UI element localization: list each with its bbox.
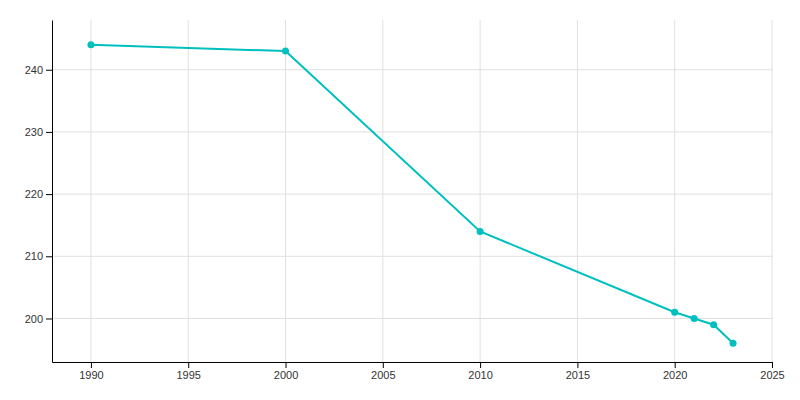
y-axis-line — [52, 21, 53, 363]
y-tick: 200 — [25, 312, 52, 324]
x-tick: 1995 — [176, 362, 200, 381]
x-tick-mark — [772, 362, 773, 368]
y-tick-mark — [46, 256, 52, 257]
x-tick-label: 1995 — [176, 369, 200, 381]
y-tick-mark — [46, 132, 52, 133]
x-tick: 1990 — [79, 362, 103, 381]
x-tick: 2000 — [274, 362, 298, 381]
x-tick-label: 2010 — [468, 369, 492, 381]
chart-svg: 1990 1995 2000 2005 2010 2015 2020 2025 200 210 22… — [0, 0, 800, 400]
x-tick: 2010 — [468, 362, 492, 381]
grid-line-x — [285, 20, 286, 362]
point — [87, 41, 94, 48]
point — [477, 228, 484, 235]
y-tick-label: 210 — [25, 250, 43, 262]
line — [91, 45, 733, 343]
y-tick: 240 — [25, 64, 52, 76]
y-tick-label: 200 — [25, 312, 43, 324]
y-tick-mark — [46, 194, 52, 195]
y-tick: 230 — [25, 126, 52, 138]
y-axis: 200 210 220 230 240 — [25, 21, 53, 363]
x-tick-mark — [188, 362, 189, 368]
x-tick-label: 2015 — [566, 369, 590, 381]
x-tick-mark — [286, 362, 287, 368]
point — [671, 309, 678, 316]
x-tick-mark — [480, 362, 481, 368]
x-tick-label: 2020 — [663, 369, 687, 381]
y-tick-label: 240 — [25, 64, 43, 76]
x-tick-mark — [675, 362, 676, 368]
x-axis-line — [53, 362, 773, 363]
x-tick-mark — [577, 362, 578, 368]
y-tick-mark — [46, 70, 52, 71]
x-tick: 2015 — [566, 362, 590, 381]
grid-line-y — [52, 69, 772, 70]
y-tick-label: 230 — [25, 126, 43, 138]
x-tick-mark — [383, 362, 384, 368]
grid — [52, 20, 772, 362]
grid-line-x — [772, 20, 773, 362]
x-tick-label: 1990 — [79, 369, 103, 381]
chart-container: 1990 1995 2000 2005 2010 2015 2020 2025 200 210 22… — [0, 0, 800, 400]
x-tick: 2020 — [663, 362, 687, 381]
y-tick: 220 — [25, 188, 52, 200]
x-tick-label: 2025 — [760, 369, 784, 381]
point — [691, 315, 698, 322]
grid-line-y — [52, 194, 772, 195]
point — [282, 48, 289, 55]
x-axis: 1990 1995 2000 2005 2010 2015 2020 2025 — [53, 362, 785, 381]
grid-line-y — [52, 318, 772, 319]
x-tick-mark — [91, 362, 92, 368]
grid-line-y — [52, 256, 772, 257]
y-tick-label: 220 — [25, 188, 43, 200]
grid-line-x — [480, 20, 481, 362]
x-tick-label: 2000 — [274, 369, 298, 381]
marks — [87, 41, 736, 346]
grid-line-y — [52, 131, 772, 132]
point — [730, 340, 737, 347]
x-tick-label: 2005 — [371, 369, 395, 381]
y-tick-mark — [46, 318, 52, 319]
plot-area: 1990 1995 2000 2005 2010 2015 2020 2025 200 210 22… — [25, 20, 785, 381]
grid-line-x — [90, 20, 91, 362]
grid-line-x — [188, 20, 189, 362]
grid-line-x — [577, 20, 578, 362]
x-tick: 2005 — [371, 362, 395, 381]
x-tick: 2025 — [760, 362, 784, 381]
point — [710, 321, 717, 328]
y-tick: 210 — [25, 250, 52, 262]
grid-line-x — [382, 20, 383, 362]
